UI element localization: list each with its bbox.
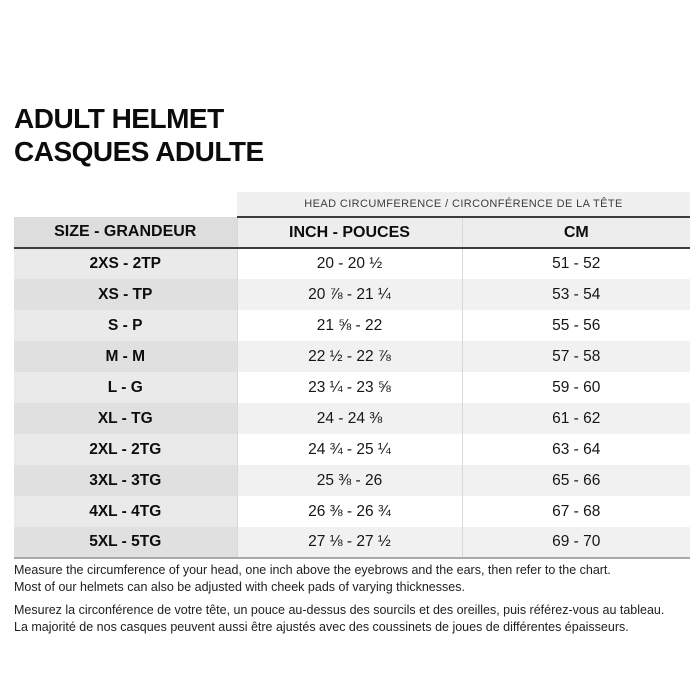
inch-cell: 26 ⅜ - 26 ¾ bbox=[236, 496, 462, 527]
table-row: 2XL - 2TG 24 ¾ - 25 ¼ 63 - 64 bbox=[14, 434, 691, 465]
inch-cell: 24 ¾ - 25 ¼ bbox=[236, 434, 462, 465]
page-title-fr: CASQUES ADULTE bbox=[14, 136, 264, 167]
size-chart-table: HEAD CIRCUMFERENCE / CIRCONFÉRENCE DE LA… bbox=[14, 192, 691, 559]
size-cell: 5XL - 5TG bbox=[14, 527, 237, 559]
cm-cell: 51 - 52 bbox=[461, 248, 691, 279]
table-row: 2XS - 2TP 20 - 20 ½ 51 - 52 bbox=[14, 248, 691, 279]
cm-cell: 57 - 58 bbox=[461, 341, 691, 372]
table-row: M - M 22 ½ - 22 ⅞ 57 - 58 bbox=[14, 341, 691, 372]
size-cell: 2XL - 2TG bbox=[14, 434, 237, 465]
note-line: Mesurez la circonférence de votre tête, … bbox=[14, 603, 665, 617]
size-cell: M - M bbox=[14, 341, 237, 372]
inch-cell: 22 ½ - 22 ⅞ bbox=[236, 341, 462, 372]
size-cell: 4XL - 4TG bbox=[14, 496, 237, 527]
page-title-en: ADULT HELMET bbox=[14, 103, 224, 134]
size-cell: L - G bbox=[14, 372, 237, 403]
page-title: ADULT HELMET CASQUES ADULTE bbox=[14, 102, 264, 168]
table-row: XL - TG 24 - 24 ⅜ 61 - 62 bbox=[14, 403, 691, 434]
column-header-cm: CM bbox=[461, 217, 691, 249]
span-header-cell: HEAD CIRCUMFERENCE / CIRCONFÉRENCE DE LA… bbox=[237, 192, 691, 218]
size-cell: XL - TG bbox=[14, 403, 237, 434]
cm-cell: 55 - 56 bbox=[461, 310, 691, 341]
inch-cell: 21 ⅝ - 22 bbox=[236, 310, 462, 341]
cm-cell: 67 - 68 bbox=[461, 496, 691, 527]
cm-cell: 53 - 54 bbox=[461, 279, 691, 310]
notes-fr: Mesurez la circonférence de votre tête, … bbox=[14, 602, 686, 636]
size-cell: S - P bbox=[14, 310, 237, 341]
span-header-row: HEAD CIRCUMFERENCE / CIRCONFÉRENCE DE LA… bbox=[14, 192, 691, 218]
span-header-spacer bbox=[14, 192, 237, 217]
table-row: XS - TP 20 ⅞ - 21 ¼ 53 - 54 bbox=[14, 279, 691, 310]
cm-cell: 69 - 70 bbox=[461, 527, 691, 559]
inch-cell: 25 ⅜ - 26 bbox=[236, 465, 462, 496]
notes-en: Measure the circumference of your head, … bbox=[14, 562, 686, 596]
column-header-size: SIZE - GRANDEUR bbox=[14, 217, 237, 249]
table-row: L - G 23 ¼ - 23 ⅝ 59 - 60 bbox=[14, 372, 691, 403]
note-line: La majorité de nos casques peuvent aussi… bbox=[14, 620, 629, 634]
table-row: S - P 21 ⅝ - 22 55 - 56 bbox=[14, 310, 691, 341]
size-cell: XS - TP bbox=[14, 279, 237, 310]
note-line: Most of our helmets can also be adjusted… bbox=[14, 580, 465, 594]
inch-cell: 20 ⅞ - 21 ¼ bbox=[236, 279, 462, 310]
cm-cell: 61 - 62 bbox=[461, 403, 691, 434]
column-header-inch: INCH - POUCES bbox=[236, 217, 462, 249]
table-row: 3XL - 3TG 25 ⅜ - 26 65 - 66 bbox=[14, 465, 691, 496]
inch-cell: 20 - 20 ½ bbox=[236, 248, 462, 279]
cm-cell: 65 - 66 bbox=[461, 465, 691, 496]
inch-cell: 23 ¼ - 23 ⅝ bbox=[236, 372, 462, 403]
size-cell: 2XS - 2TP bbox=[14, 248, 237, 279]
measurement-notes: Measure the circumference of your head, … bbox=[14, 562, 686, 636]
column-header-row: SIZE - GRANDEUR INCH - POUCES CM bbox=[14, 217, 691, 249]
table-row: 5XL - 5TG 27 ⅛ - 27 ½ 69 - 70 bbox=[14, 527, 691, 559]
table-row: 4XL - 4TG 26 ⅜ - 26 ¾ 67 - 68 bbox=[14, 496, 691, 527]
inch-cell: 27 ⅛ - 27 ½ bbox=[236, 527, 462, 559]
cm-cell: 59 - 60 bbox=[461, 372, 691, 403]
size-cell: 3XL - 3TG bbox=[14, 465, 237, 496]
inch-cell: 24 - 24 ⅜ bbox=[236, 403, 462, 434]
cm-cell: 63 - 64 bbox=[461, 434, 691, 465]
note-line: Measure the circumference of your head, … bbox=[14, 563, 611, 577]
